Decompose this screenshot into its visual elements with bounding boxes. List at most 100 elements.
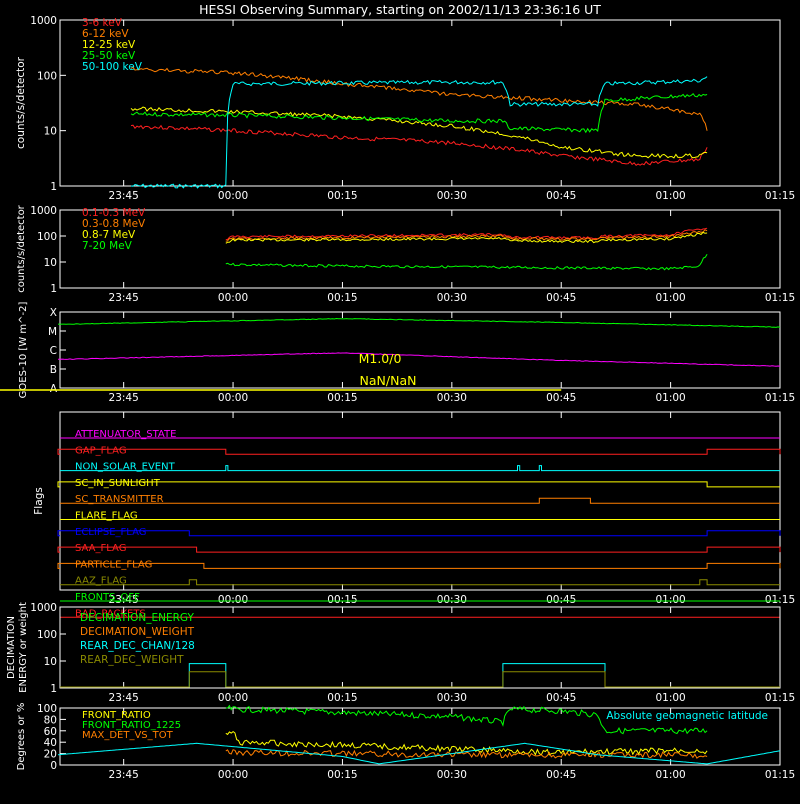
panel-mev-legend-2: 0.8-7 MeV	[82, 229, 136, 241]
panel-mev-xtick-label-4: 00:45	[546, 292, 576, 304]
panel-goes-xtick-label-4: 00:45	[546, 392, 576, 404]
panel-kev-xtick-label-1: 00:00	[218, 190, 248, 202]
panel-decim-legend-0: DECIMATION_ENERGY	[80, 612, 194, 624]
panel-decim-ytick-label-1: 10	[44, 656, 57, 668]
panel-decim-xtick-label-2: 00:15	[327, 692, 357, 704]
panel-mev-series-3	[225, 253, 708, 271]
panel-mev-ytick-label-3: 1000	[30, 205, 57, 217]
panel-mev-ytick-label-0: 1	[50, 283, 57, 295]
panel-mev-legend-3: 7-20 MeV	[82, 240, 133, 252]
panel-flags-flag-label-9: AAZ_FLAG	[75, 576, 127, 587]
panel-mev-legend-0: 0.1-0.3 MeV	[82, 207, 146, 219]
panel-kev-series-4	[130, 76, 708, 189]
panel-kev-ylabel: counts/s/detector	[15, 56, 27, 149]
panel-flags-flag-line-3	[57, 481, 780, 488]
panel-flags-flag-line-9	[60, 579, 780, 586]
panel-decim-ytick-label-0: 1	[50, 683, 57, 695]
panel-mev-ylabel: counts/s/detector	[16, 204, 27, 292]
panel-kev-xtick-label-6: 01:15	[765, 190, 795, 202]
panel-ratio-xtick-label-3: 00:30	[437, 769, 467, 781]
panel-decim-ylabel-2: ENERGY or weight	[18, 602, 29, 693]
panel-goes-ytick-label-0: A	[50, 383, 58, 395]
panel-ratio-annotation: Absolute geomagnetic latitude	[606, 710, 768, 722]
panel-kev-ytick-label-2: 100	[37, 70, 57, 82]
panel-flags-flag-label-6: ECLIPSE_FLAG	[75, 527, 146, 538]
panel-decim-xtick-label-0: 23:45	[109, 692, 139, 704]
panel-goes-series-0	[57, 317, 781, 328]
panel-ratio-ytick-label-1: 20	[44, 749, 57, 761]
panel-mev-ytick-label-1: 10	[44, 257, 57, 269]
panel-decim-xtick-label-5: 01:00	[655, 692, 685, 704]
panel-kev-series-2	[130, 106, 708, 159]
panel-ratio-legend-2: MAX_DET_VS_TOT	[82, 730, 174, 741]
panel-mev-xtick-label-5: 01:00	[655, 292, 685, 304]
panel-goes-ytick-label-1: B	[50, 364, 57, 376]
panel-ratio-xtick-label-2: 00:15	[327, 769, 357, 781]
panel-flags-flag-label-4: SC_TRANSMITTER	[75, 494, 164, 505]
panel-decim-ytick-label-2: 100	[37, 629, 57, 641]
panel-flags-flag-label-8: PARTICLE_FLAG	[75, 559, 152, 570]
panel-flags-flag-label-1: GAP_FLAG	[75, 445, 127, 456]
panel-goes-xtick-label-1: 00:00	[218, 392, 248, 404]
panel-kev-legend-0: 3-6 keV	[82, 17, 123, 29]
panel-flags-flag-label-3: SC_IN_SUNLIGHT	[75, 478, 161, 489]
panel-ratio-ytick-label-5: 100	[37, 703, 57, 715]
panel-goes-xtick-label-0: 23:45	[109, 392, 139, 404]
panel-mev-frame	[59, 209, 781, 289]
panel-kev-ytick-label-0: 1	[50, 181, 57, 193]
panel-kev-xtick-label-4: 00:45	[546, 190, 576, 202]
panel-flags-xtick-label-2: 00:15	[327, 594, 357, 606]
panel-flags-flag-line-8	[57, 562, 781, 569]
panel-ratio-ytick-label-4: 80	[44, 714, 57, 726]
panel-kev-legend-3: 25-50 keV	[82, 50, 136, 62]
panel-ratio-xtick-label-6: 01:15	[765, 769, 795, 781]
figure-title: HESSI Observing Summary, starting on 200…	[199, 2, 601, 17]
panel-goes-annotation2: NaN/NaN	[360, 373, 417, 388]
panel-ratio-series-2	[225, 749, 708, 759]
panel-goes-ylabel: GOES-10 [W m^-2]	[18, 302, 29, 399]
panel-goes-ytick-label-2: C	[50, 345, 57, 357]
panel-kev-ytick-label-1: 10	[44, 126, 57, 138]
panel-decim-ylabel-1: DECIMATION	[6, 616, 17, 679]
panel-decim-rear-cyan	[60, 663, 780, 688]
panel-kev-series-0	[130, 124, 708, 166]
panel-ratio-legend-0: FRONT_RATIO	[82, 710, 151, 721]
panel-kev-xtick-label-3: 00:30	[437, 190, 467, 202]
panel-flags-xtick-label-0: 23:45	[109, 594, 139, 606]
panel-kev-xtick-label-0: 23:45	[109, 190, 139, 202]
panel-decim-xtick-label-1: 00:00	[218, 692, 248, 704]
panel-ratio-legend-1: FRONT_RATIO_1225	[82, 720, 181, 731]
panel-kev-legend-4: 50-100 keV	[82, 61, 143, 73]
panel-kev-series-3	[130, 92, 708, 134]
panel-decim-legend-2: REAR_DEC_CHAN/128	[80, 640, 195, 652]
panel-ratio-xtick-label-5: 01:00	[655, 769, 685, 781]
panel-flags-ylabel: Flags	[33, 487, 45, 515]
panel-mev-xtick-label-1: 00:00	[218, 292, 248, 304]
panel-decim-rear-olive	[60, 671, 780, 688]
panel-mev-ytick-label-2: 100	[37, 231, 57, 243]
panel-flags-flag-label-0: ATTENUATOR_STATE	[75, 429, 176, 440]
panel-mev-xtick-label-0: 23:45	[109, 292, 139, 304]
panel-decim-xtick-label-4: 00:45	[546, 692, 576, 704]
panel-kev-series-1	[130, 66, 708, 131]
panel-flags-xtick-label-4: 00:45	[546, 594, 576, 606]
panel-decim-legend-3: REAR_DEC_WEIGHT	[80, 654, 184, 666]
panel-goes-series-1	[57, 352, 781, 367]
panel-goes-xtick-label-6: 01:15	[765, 392, 795, 404]
panel-decim-legend-1: DECIMATION_WEIGHT	[80, 626, 195, 638]
panel-flags-flag-line-6	[57, 530, 781, 537]
panel-decim-xtick-label-6: 01:15	[765, 692, 795, 704]
panel-flags-xtick-label-5: 01:00	[655, 594, 685, 606]
panel-ratio-ylabel: Degrees or %	[16, 703, 27, 771]
panel-goes-ytick-label-3: M	[48, 326, 57, 338]
panel-goes-frame	[59, 311, 781, 389]
panel-flags-flag-label-11: BAD_PACKETS	[75, 608, 146, 619]
panel-mev-xtick-label-2: 00:15	[327, 292, 357, 304]
panel-goes-annotation: M1.0/0	[359, 351, 402, 366]
panel-mev-legend-1: 0.3-0.8 MeV	[82, 218, 146, 230]
panel-flags-flag-label-5: FLARE_FLAG	[75, 511, 138, 522]
panel-ratio-series-0	[225, 730, 708, 757]
panel-ratio-xtick-label-1: 00:00	[218, 769, 248, 781]
